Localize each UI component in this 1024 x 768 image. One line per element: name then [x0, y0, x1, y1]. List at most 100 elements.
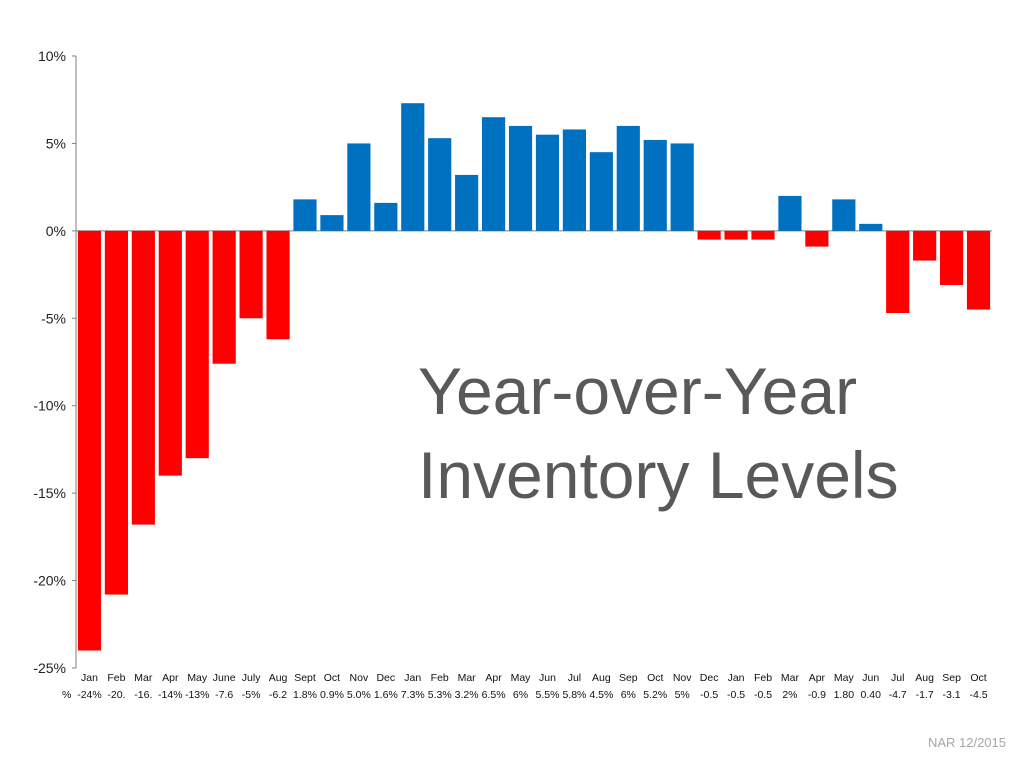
category-label: Jan: [728, 672, 745, 684]
category-label: May: [511, 672, 532, 684]
category-labels: Jan-24%Feb-20.Mar-16.Apr-14%May-13%June-…: [62, 672, 988, 701]
value-label: -16.: [134, 689, 152, 701]
value-label: 3.2%: [455, 689, 479, 701]
value-label: -0.5: [700, 689, 718, 701]
value-label: 0.40: [861, 689, 882, 701]
category-label: Apr: [809, 672, 826, 684]
bar: [401, 103, 425, 231]
value-label: -0.9: [808, 689, 826, 701]
category-label: Feb: [107, 672, 125, 684]
category-label: Aug: [915, 672, 934, 684]
value-label: -24%: [77, 689, 102, 701]
bar: [966, 230, 991, 310]
y-tick-label: -20%: [33, 573, 66, 589]
bar: [697, 230, 721, 240]
category-label: Dec: [700, 672, 719, 684]
value-label: -13%: [185, 689, 210, 701]
bar: [751, 230, 775, 240]
value-label: 5.5%: [536, 689, 560, 701]
bar: [670, 143, 694, 231]
value-label: -1.7: [916, 689, 934, 701]
category-label: Nov: [350, 672, 369, 684]
value-label: -6.2: [269, 689, 287, 701]
category-label: Oct: [647, 672, 663, 684]
category-label: Feb: [754, 672, 772, 684]
value-label: 0.9%: [320, 689, 344, 701]
value-label: 1.6%: [374, 689, 398, 701]
category-label: Oct: [970, 672, 986, 684]
bar: [940, 230, 964, 286]
category-label: Apr: [485, 672, 502, 684]
category-label: July: [242, 672, 261, 684]
value-label: -0.5: [754, 689, 772, 701]
bar: [320, 215, 344, 231]
source-note: NAR 12/2015: [927, 735, 1006, 750]
value-label: 4.5%: [589, 689, 613, 701]
y-tick-label: -25%: [33, 660, 66, 676]
value-label: 1.80: [834, 689, 855, 701]
bar: [77, 230, 102, 651]
category-label: May: [834, 672, 855, 684]
category-label: Apr: [162, 672, 179, 684]
bar: [374, 202, 398, 231]
chart-title-line-1: Year-over-Year: [418, 354, 858, 428]
bar: [913, 230, 937, 261]
category-label: Sep: [619, 672, 638, 684]
category-label: Nov: [673, 672, 692, 684]
category-label: Jun: [862, 672, 879, 684]
value-label: 1.8%: [293, 689, 317, 701]
chart-title-line-2: Inventory Levels: [418, 438, 899, 512]
bar: [482, 117, 506, 231]
bar: [266, 230, 290, 340]
category-label: May: [187, 672, 208, 684]
bar: [185, 230, 209, 459]
value-label: 5.0%: [347, 689, 371, 701]
category-label: Aug: [592, 672, 611, 684]
category-label: Sep: [942, 672, 961, 684]
value-label: -20.: [107, 689, 125, 701]
bar: [859, 223, 883, 231]
bar: [131, 230, 155, 525]
y-tick-label: -10%: [33, 398, 66, 414]
bar: [239, 230, 263, 319]
y-tick-label: -5%: [41, 310, 66, 326]
category-label: Jan: [81, 672, 98, 684]
bar: [104, 230, 128, 595]
category-label: Jul: [891, 672, 904, 684]
category-label: Jul: [568, 672, 581, 684]
category-label: Jan: [404, 672, 421, 684]
bar: [293, 199, 317, 231]
value-label: 5.2%: [643, 689, 667, 701]
bar: [589, 152, 613, 231]
y-tick-label: 0%: [46, 223, 66, 239]
bar: [535, 134, 560, 231]
bar: [805, 230, 829, 247]
value-label: -4.7: [889, 689, 907, 701]
y-tick-label: 5%: [46, 135, 66, 151]
y-tick-label: -15%: [33, 485, 66, 501]
value-label: -4.5: [969, 689, 987, 701]
bar: [428, 138, 452, 231]
category-label: Feb: [431, 672, 449, 684]
y-tick-label: 10%: [38, 48, 66, 64]
category-label: Dec: [376, 672, 395, 684]
value-label: 6.5%: [482, 689, 506, 701]
value-label: 5.3%: [428, 689, 452, 701]
category-label: Sept: [294, 672, 316, 684]
bar: [886, 230, 910, 314]
value-label: -0.5: [727, 689, 745, 701]
category-label: Jun: [539, 672, 556, 684]
bar: [212, 230, 236, 364]
value-label: 5%: [675, 689, 690, 701]
bar: [724, 230, 748, 240]
bars: [77, 103, 991, 651]
value-label: -3.1: [943, 689, 961, 701]
category-label: Mar: [781, 672, 800, 684]
bar: [643, 139, 667, 231]
bar: [158, 230, 182, 476]
bar: [562, 129, 586, 231]
category-label: Aug: [269, 672, 288, 684]
value-label: 5.8%: [562, 689, 586, 701]
value-row-header: %: [62, 689, 71, 701]
